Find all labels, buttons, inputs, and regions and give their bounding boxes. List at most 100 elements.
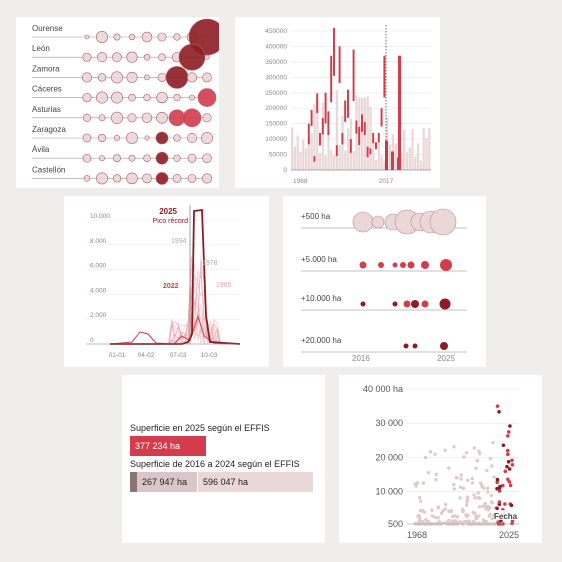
annual-bar <box>316 98 319 170</box>
fire-point <box>476 491 481 495</box>
region-dot <box>165 66 189 89</box>
y-tick-label: 6.000 <box>90 263 107 270</box>
fire-point <box>421 481 426 485</box>
highlight-bar <box>310 109 313 127</box>
fire-point <box>463 520 467 524</box>
annual-bar <box>330 149 333 170</box>
highlight-bar <box>352 49 355 102</box>
highlight-bar <box>372 132 375 144</box>
y-tick-label: 0 <box>283 167 287 174</box>
fire-point <box>487 514 492 518</box>
recent-fire-point <box>501 443 506 448</box>
fire-point <box>450 514 455 519</box>
recent-fire-point <box>507 480 512 484</box>
region-dot <box>112 174 122 183</box>
bar-2025: 377 234 ha <box>130 436 206 456</box>
highlight-bar <box>366 146 369 158</box>
highlight-bar <box>361 114 363 132</box>
region-dot <box>113 33 121 41</box>
region-label-0: Ourense <box>32 24 63 33</box>
annual-bar <box>375 159 378 170</box>
region-dot <box>96 52 108 63</box>
annual-bar <box>425 138 428 170</box>
recent-fire-point <box>497 489 502 493</box>
region-dot <box>126 71 138 83</box>
series-2025-line <box>110 208 241 345</box>
fire-point <box>418 499 423 503</box>
y-tick-label: 8.000 <box>90 238 107 245</box>
label-2025: Superficie en 2025 según el EFFIS <box>130 423 270 433</box>
region-dot <box>127 113 137 123</box>
fire-point <box>490 501 495 505</box>
fire-point <box>443 502 448 507</box>
highlight-bar <box>327 111 330 136</box>
fire-point <box>443 448 447 453</box>
label-2025: 2025 <box>159 207 177 216</box>
region-dot <box>187 133 197 143</box>
annual-bar <box>428 127 431 170</box>
x-tick-label: 2016 <box>352 354 370 363</box>
region-dot <box>143 154 151 162</box>
region-dot <box>96 91 108 104</box>
x-tick-label: 07-03 <box>170 352 187 359</box>
highlight-bar <box>369 148 372 155</box>
fire-point <box>490 464 494 468</box>
fire-point <box>454 475 459 480</box>
region-dot <box>97 73 107 82</box>
label-2022: 2022 <box>163 283 179 290</box>
region-label-4: Asturias <box>32 105 61 114</box>
y-tick-label: 300000 <box>265 74 287 81</box>
fire-point <box>461 486 466 491</box>
annual-bar <box>313 104 316 170</box>
fire-point <box>481 518 486 522</box>
highlight-bar <box>307 123 310 145</box>
fire-scatter-chart: 40 000 ha 30 000 20 000 10 000 500 Fecha 1968 2… <box>363 384 519 540</box>
highlight-bar <box>335 145 338 157</box>
fire-point <box>430 508 434 512</box>
region-dot <box>155 172 169 185</box>
highlight-bar <box>380 108 383 127</box>
region-dot <box>110 111 124 124</box>
region-dot-plot: Ourense León Zamora Cáceres Asturias Zaragoza… <box>32 18 219 185</box>
highlight-bar <box>313 156 316 162</box>
annual-bar <box>372 141 375 170</box>
dot-5000 <box>392 262 398 268</box>
region-dot <box>128 33 136 41</box>
region-dot <box>202 72 212 83</box>
x-tick-label: 1968 <box>293 178 308 185</box>
value-a: 267 947 ha <box>142 477 188 487</box>
region-dot <box>113 154 121 163</box>
fire-point <box>423 455 428 460</box>
annual-bar <box>394 143 397 170</box>
region-dot <box>156 91 168 104</box>
annual-bar <box>400 152 403 170</box>
fire-point <box>462 455 466 459</box>
recent-bar <box>391 151 394 170</box>
region-dot <box>187 174 197 183</box>
region-dot <box>126 132 138 144</box>
dot-10000 <box>392 301 398 307</box>
recent-fire-point <box>495 506 499 511</box>
dot-10000 <box>411 300 419 308</box>
fire-point <box>491 440 495 445</box>
x-tick-label: 01-01 <box>109 352 126 359</box>
region-dot <box>98 114 106 122</box>
fire-point <box>472 521 476 526</box>
annual-bar <box>307 137 311 170</box>
dot-500 <box>371 215 385 229</box>
recent-fire-point <box>505 448 510 453</box>
fire-point <box>459 473 463 477</box>
fire-point <box>484 520 489 524</box>
label-1985: 1985 <box>216 282 232 289</box>
year-series-line <box>110 324 240 345</box>
region-label-2: Zamora <box>32 64 60 73</box>
fire-point <box>472 446 477 450</box>
annual-bar <box>417 143 420 170</box>
fire-point <box>485 468 489 473</box>
y-tick-label: 2.000 <box>90 312 107 319</box>
region-dot <box>197 88 217 107</box>
region-dot <box>98 134 106 142</box>
row-label-3: +20.000 ha <box>301 336 342 345</box>
y-tick-label: 450000 <box>265 28 287 35</box>
region-dot <box>201 173 213 184</box>
